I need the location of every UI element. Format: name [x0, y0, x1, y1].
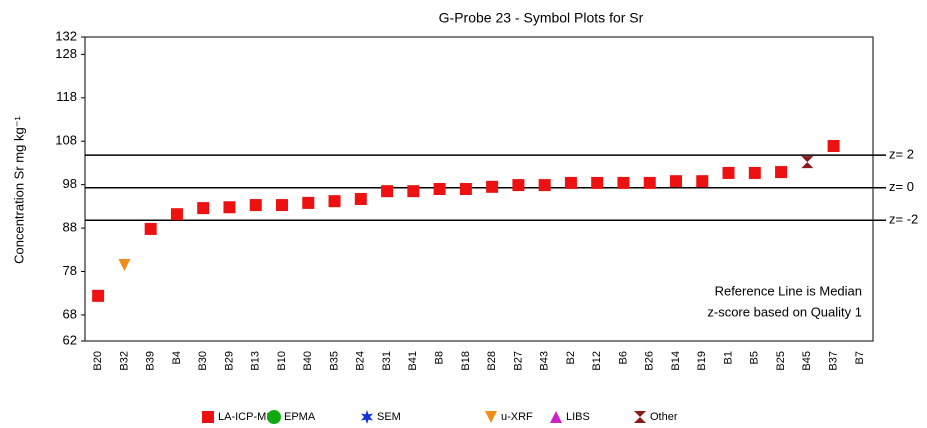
legend-marker — [485, 411, 497, 423]
x-tick-label: B25 — [775, 351, 787, 371]
x-tick-label: B24 — [355, 351, 367, 371]
reference-label: z= 2 — [889, 147, 914, 162]
marker-square — [197, 202, 210, 215]
legend-label: Other — [650, 411, 678, 423]
marker-square — [775, 166, 788, 179]
legend-label: LA-ICP-MS — [218, 411, 274, 423]
legend-marker — [267, 410, 281, 424]
marker-square — [249, 199, 262, 212]
y-tick-label: 78 — [63, 263, 77, 278]
x-tick-label: B5 — [749, 351, 761, 364]
marker-square — [564, 176, 577, 189]
x-tick-label: B20 — [92, 351, 104, 371]
y-tick-label: 118 — [56, 89, 77, 104]
marker-square — [328, 195, 341, 208]
legend-label: u-XRF — [501, 411, 533, 423]
marker-square — [407, 185, 420, 198]
x-tick-label: B19 — [696, 351, 708, 371]
y-tick-label: 68 — [63, 306, 77, 321]
chart-title: G-Probe 23 - Symbol Plots for Sr — [439, 10, 644, 26]
x-tick-label: B7 — [854, 351, 866, 364]
marker-square — [144, 222, 157, 235]
x-tick-label: B18 — [460, 351, 472, 371]
marker-hourglass — [801, 156, 814, 169]
marker-square — [722, 166, 735, 179]
marker-square — [827, 140, 840, 153]
x-tick-label: B1 — [722, 351, 734, 364]
x-tick-label: B8 — [434, 351, 446, 364]
marker-square — [276, 199, 288, 212]
marker-square — [617, 176, 630, 189]
legend-marker — [550, 411, 562, 423]
y-tick-label: 62 — [63, 332, 77, 347]
x-tick-label: B40 — [302, 351, 314, 371]
plot-frame — [84, 36, 874, 342]
legend-marker — [202, 411, 214, 423]
marker-square — [223, 201, 236, 214]
legend-label: LIBS — [566, 411, 590, 423]
annotation: z-score based on Quality 1 — [707, 304, 862, 319]
marker-square — [512, 179, 525, 192]
legend-marker — [360, 410, 374, 424]
y-axis-label: Concentration Sr mg kg⁻¹ — [11, 115, 26, 263]
marker-square — [354, 192, 367, 205]
x-tick-label: B14 — [670, 351, 682, 371]
marker-square — [381, 185, 394, 198]
legend-label: SEM — [377, 411, 401, 423]
y-tick-label: 128 — [55, 46, 77, 61]
marker-square — [486, 180, 499, 193]
y-tick-label: 108 — [55, 133, 77, 148]
annotation: Reference Line is Median — [715, 283, 862, 298]
legend-marker — [634, 411, 646, 423]
legend-label: EPMA — [284, 411, 316, 423]
marker-square — [670, 175, 682, 188]
x-tick-label: B28 — [486, 351, 498, 371]
x-tick-label: B43 — [539, 351, 551, 371]
x-tick-label: B32 — [118, 351, 130, 371]
x-tick-label: B27 — [512, 351, 524, 371]
marker-square — [591, 176, 604, 189]
reference-label: z= -2 — [889, 212, 918, 227]
marker-square — [748, 166, 761, 179]
x-tick-label: B26 — [644, 351, 656, 371]
x-tick-label: B4 — [171, 351, 183, 364]
y-tick-label: 132 — [55, 28, 77, 43]
marker-square — [459, 183, 472, 195]
x-tick-label: B41 — [407, 351, 419, 371]
marker-square — [538, 179, 551, 192]
x-tick-label: B29 — [223, 351, 235, 371]
marker-square — [433, 183, 446, 195]
marker-square — [170, 208, 183, 221]
marker-triangle-down — [118, 259, 131, 271]
x-tick-label: B2 — [565, 351, 577, 364]
x-tick-label: B10 — [276, 351, 288, 371]
reference-label: z= 0 — [889, 179, 914, 194]
x-tick-label: B12 — [591, 351, 603, 371]
marker-square — [643, 176, 656, 189]
y-tick-label: 88 — [63, 220, 77, 235]
x-tick-label: B31 — [381, 351, 393, 371]
x-tick-label: B35 — [328, 351, 340, 371]
x-tick-label: B37 — [828, 351, 840, 371]
x-tick-label: B13 — [250, 351, 262, 371]
x-tick-label: B6 — [617, 351, 629, 364]
marker-square — [92, 289, 105, 302]
x-tick-label: B30 — [197, 351, 209, 371]
marker-square — [302, 196, 315, 209]
y-tick-label: 98 — [63, 176, 77, 191]
marker-square — [696, 175, 709, 188]
x-tick-label: B45 — [801, 351, 813, 371]
x-tick-label: B39 — [145, 351, 157, 371]
